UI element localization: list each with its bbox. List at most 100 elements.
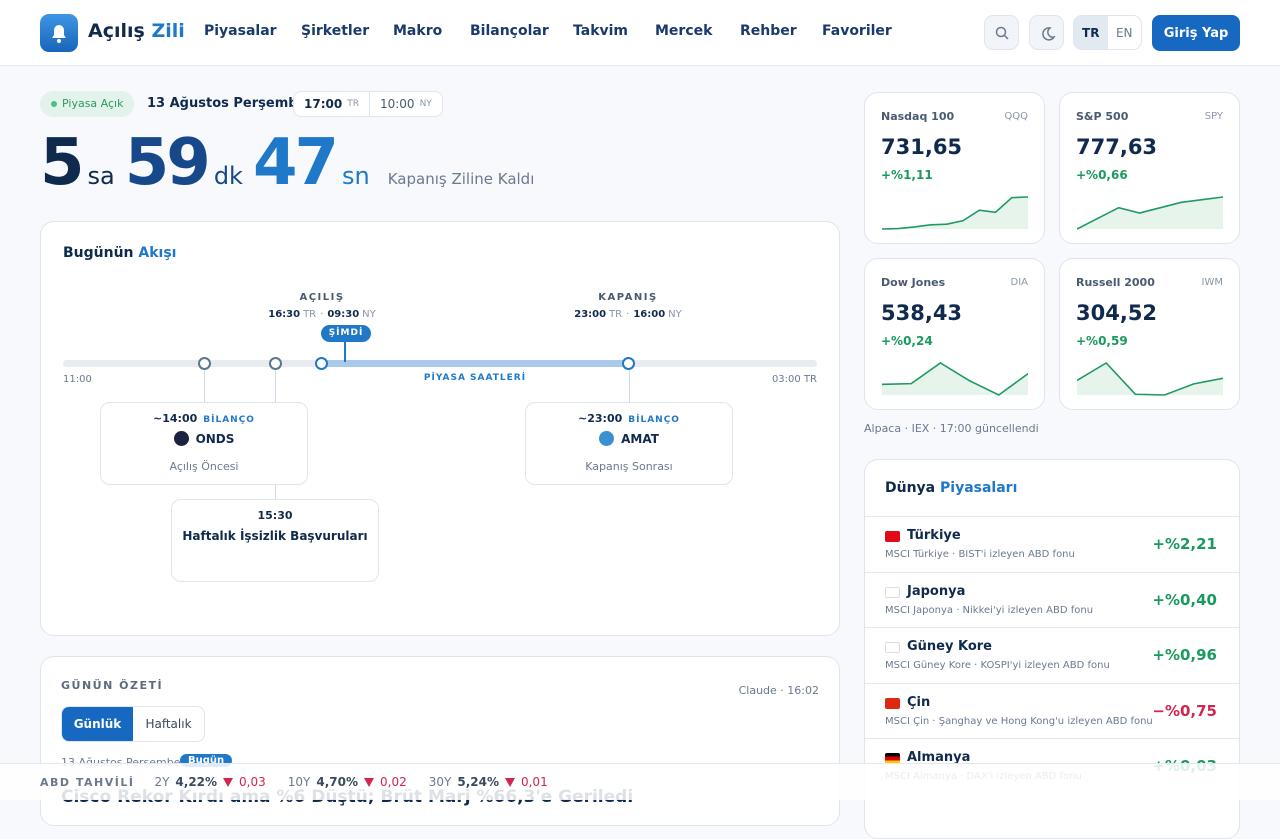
event-ticker-row: AMAT xyxy=(526,431,732,446)
ticker-name: Nasdaq 100 xyxy=(881,110,955,123)
countdown-unit: dk xyxy=(213,162,243,190)
ticker-symbol: SPY xyxy=(1204,111,1223,122)
nav-link[interactable]: Rehber xyxy=(740,23,797,39)
ticker-card[interactable]: Russell 2000 IWM 304,52 +%0,59 xyxy=(1059,258,1240,410)
country-change: +%0,96 xyxy=(1152,646,1217,664)
milestone-label: KAPANIŞ xyxy=(598,292,658,303)
date: 13 Ağustos Perşembe xyxy=(147,96,307,111)
event-head: ~23:00 BİLANÇO xyxy=(526,412,732,425)
ticker-name: Russell 2000 xyxy=(1076,276,1155,289)
country-desc: MSCI Çin · Şanghay ve Hong Kong'u izleye… xyxy=(885,715,1153,727)
sparkline-area xyxy=(882,197,1028,229)
event-time: ~14:00 xyxy=(153,412,198,425)
ticker-card[interactable]: S&P 500 SPY 777,63 +%0,66 xyxy=(1059,92,1240,244)
band-label: PİYASA SAATLERİ xyxy=(423,373,527,383)
login-button[interactable]: Giriş Yap xyxy=(1152,15,1240,51)
logo[interactable] xyxy=(40,14,78,52)
clock: 17:00 TR xyxy=(294,92,369,116)
tab[interactable]: Günlük xyxy=(62,707,133,741)
ticker-change: +%0,59 xyxy=(1076,334,1128,348)
ticker-card[interactable]: Dow Jones DIA 538,43 +%0,24 xyxy=(864,258,1045,410)
country: Çin xyxy=(907,694,931,710)
zone: NY xyxy=(362,309,376,320)
countdown-number: 5 xyxy=(40,126,84,200)
milestone-times: 23:00 TR · 16:00 NY xyxy=(528,309,728,320)
country-desc: MSCI Güney Kore · KOSPI'yi izleyen ABD f… xyxy=(885,660,1110,671)
ticker-card[interactable]: Nasdaq 100 QQQ 731,65 +%1,11 xyxy=(864,92,1045,244)
nav-link[interactable]: Piyasalar xyxy=(204,23,277,39)
bond-item: 10Y 4,70% 0,02 xyxy=(288,775,407,789)
down-arrow xyxy=(364,777,375,787)
zone: TR xyxy=(609,309,623,320)
tab[interactable]: Haftalık xyxy=(145,717,192,731)
bond-tenor: 30Y xyxy=(428,775,452,789)
market-badge: Piyasa Açık xyxy=(40,91,135,117)
lang-toggle: TR EN xyxy=(1073,15,1142,50)
event-note: Açılış Öncesi xyxy=(169,460,239,473)
ticker-change: +%0,66 xyxy=(1076,168,1128,182)
timeline-point xyxy=(315,357,328,370)
ticker-symbol: IWM xyxy=(1201,277,1223,288)
event-card[interactable]: ~23:00 BİLANÇO AMAT Kapanış Sonrası xyxy=(525,402,733,485)
search-button[interactable] xyxy=(984,15,1019,50)
event-card[interactable]: 15:30 Haftalık İşsizlik Başvuruları xyxy=(171,499,379,582)
event-tag: BİLANÇO xyxy=(628,415,680,425)
time-tr: 23:00 xyxy=(574,309,607,320)
title-part: Bugünün xyxy=(63,245,134,261)
bond-yield: 4,22% xyxy=(175,775,218,789)
tabs: Günlük Haftalık xyxy=(61,706,205,742)
nav-link[interactable]: Makro xyxy=(393,23,443,39)
countdown-number: 47 xyxy=(252,126,339,200)
sparkline-area xyxy=(882,363,1028,395)
zone: NY xyxy=(668,309,682,320)
sparkline xyxy=(882,362,1028,396)
ticker-change: +%0,24 xyxy=(881,334,933,348)
title-part: Akışı xyxy=(138,245,177,261)
sparkline xyxy=(882,196,1028,230)
bell-icon xyxy=(52,25,66,43)
bond-bar: ABD TAHVİLİ 2Y 4,22% 0,03 10Y 4,70% 0,02 30Y 5,… xyxy=(0,763,1280,800)
summary-card: GÜNÜN ÖZETİ Claude · 16:02 Günlük Haftal… xyxy=(40,656,840,826)
brand-part: Açılış xyxy=(88,20,145,42)
world-row[interactable]: Çin MSCI Çin · Şanghay ve Hong Kong'u izl… xyxy=(865,682,1239,739)
world-title: Dünya Piyasaları xyxy=(885,480,1017,496)
event-card[interactable]: ~14:00 BİLANÇO ONDS Açılış Öncesi xyxy=(100,402,308,485)
country-desc: MSCI Türkiye · BIST'i izleyen ABD fonu xyxy=(885,549,1075,560)
ticker-name: Dow Jones xyxy=(881,276,946,289)
clock: 10:00 NY xyxy=(368,92,442,116)
theme-button[interactable] xyxy=(1029,15,1064,50)
countdown-unit: sa xyxy=(87,162,115,190)
flow-title: Bugünün Akışı xyxy=(63,245,176,261)
ticker-logo xyxy=(173,431,189,446)
close-label: KAPANIŞ 23:00 TR · 16:00 NY xyxy=(528,292,728,320)
event-ticker: ONDS xyxy=(195,431,235,446)
flag xyxy=(885,642,900,653)
milestone-label: AÇILIŞ xyxy=(299,292,345,303)
open-label: AÇILIŞ 16:30 TR · 09:30 NY xyxy=(222,292,422,320)
lang-option[interactable]: TR xyxy=(1074,16,1108,49)
lang-option[interactable]: EN xyxy=(1107,16,1141,49)
flag xyxy=(885,753,900,764)
world-row[interactable]: Türkiye MSCI Türkiye · BIST'i izleyen ABD… xyxy=(865,516,1239,572)
brand[interactable]: Açılış Zili xyxy=(88,20,185,42)
bond-item: 30Y 5,24% 0,01 xyxy=(429,775,548,789)
bond-yield: 5,24% xyxy=(457,775,499,789)
milestone-times: 16:30 TR · 09:30 NY xyxy=(222,309,422,320)
nav-link[interactable]: Bilançolar xyxy=(470,23,549,39)
bond-change: 0,03 xyxy=(239,775,266,789)
clock-zone: TR xyxy=(347,99,359,109)
clock-box: 17:00 TR 10:00 NY xyxy=(293,91,443,117)
nav-link[interactable]: Mercek xyxy=(655,23,713,39)
bond-yield: 4,70% xyxy=(316,775,359,789)
market-band xyxy=(321,360,629,367)
nav-link[interactable]: Şirketler xyxy=(301,23,370,39)
world-row[interactable]: Japonya MSCI Japonya · Nikkei'yi izleyen … xyxy=(865,571,1239,628)
timeline-point xyxy=(622,357,635,370)
country: Güney Kore xyxy=(907,639,993,654)
world-row[interactable]: Güney Kore MSCI Güney Kore · KOSPI'yi izl… xyxy=(865,627,1239,683)
nav-link[interactable]: Favoriler xyxy=(822,23,892,39)
countdown: 5 sa 59 dk 47 sn Kapanış Ziline Kaldı xyxy=(40,126,534,200)
flag xyxy=(885,697,900,709)
nav-link[interactable]: Takvim xyxy=(573,23,629,39)
now-pill: ŞİMDİ xyxy=(321,325,371,342)
